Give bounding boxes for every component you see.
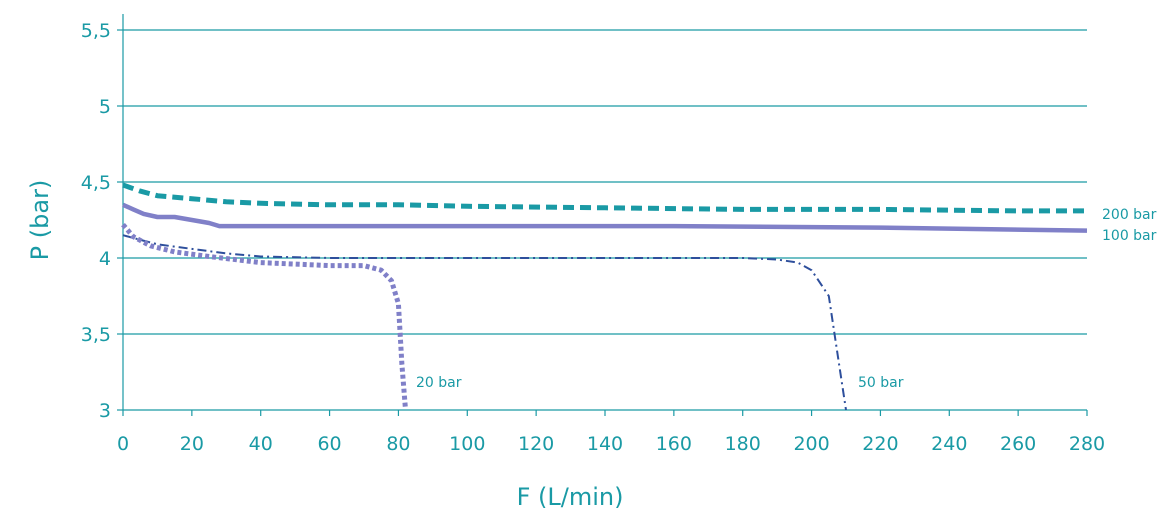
y-tick-label: 4,5 [81, 172, 111, 194]
y-tick-label: 5,5 [81, 20, 111, 42]
series-line-100-bar [122, 202, 1088, 233]
y-tick-label: 4 [99, 248, 111, 270]
series-label: 20 bar [416, 375, 462, 391]
y-tick-label: 3 [99, 400, 111, 422]
series-label: 50 bar [858, 375, 904, 391]
y-tick-label: 5 [99, 96, 111, 118]
x-tick-label: 100 [449, 433, 485, 455]
x-tick-label: 220 [862, 433, 898, 455]
x-tick-label: 60 [317, 433, 341, 455]
x-tick-label: 240 [931, 433, 967, 455]
x-axis-title: F (L/min) [517, 483, 624, 511]
series-line-50-bar [122, 234, 847, 411]
grid-lines [123, 29, 1087, 335]
x-tick-label: 120 [518, 433, 554, 455]
series-labels: 200 bar 100 bar 50 bar 20 bar [416, 207, 1157, 391]
x-tick-label: 40 [249, 433, 273, 455]
series-label: 200 bar [1102, 207, 1157, 223]
x-tick-label: 140 [587, 433, 623, 455]
x-tick-label: 160 [656, 433, 692, 455]
x-tick-label: 20 [180, 433, 204, 455]
series-line-200-bar [122, 182, 1087, 214]
x-tick-label: 180 [725, 433, 761, 455]
y-tick-label: 3,5 [81, 324, 111, 346]
series-label: 100 bar [1102, 228, 1157, 244]
x-tick-label: 200 [793, 433, 829, 455]
x-tick-label: 280 [1069, 433, 1105, 455]
series-lines [121, 182, 1088, 411]
x-tick-label: 80 [386, 433, 410, 455]
x-tick-label: 0 [117, 433, 129, 455]
tick-labels: 3 3,5 4 4,5 5 5,5 0 20 40 60 80 100 120 140 160 180 200 2… [81, 20, 1105, 455]
series-line-20-bar [121, 222, 408, 408]
y-axis-title: P (bar) [26, 180, 54, 261]
axes [117, 14, 1088, 416]
x-tick-label: 260 [1000, 433, 1036, 455]
